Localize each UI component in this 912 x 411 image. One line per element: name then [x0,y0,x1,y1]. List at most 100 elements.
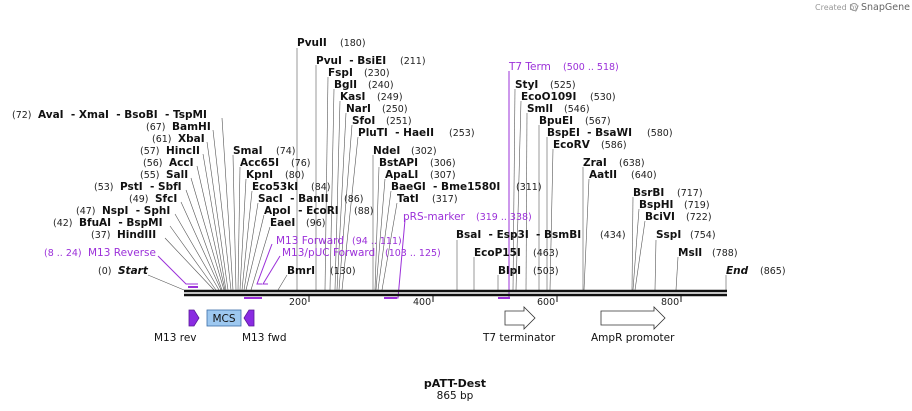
site-pos-bcivi: (722) [686,212,712,223]
features: (8 .. 24) M13 Reverse M13 Forward (94 ..… [44,61,619,259]
site-pos-bsrbi: (717) [677,188,703,199]
site-name-saci: SacI - BanII [258,193,328,205]
left-sites: (72) AvaI - XmaI - BsoBI - TspMI (67) Ba… [12,109,211,241]
site-name-bstapi: BstAPI [379,157,418,169]
start-label: Start [118,265,149,277]
site-pos-bsphi: (719) [684,200,710,211]
site-name-acc65i: Acc65I [240,157,279,169]
site-pos-apoi: (88) [354,206,374,217]
site-name-aatii: AatII [589,169,617,181]
site-name-styi: StyI [515,79,538,91]
site-name-hincii: HincII [166,145,200,157]
m13-fwd-label: M13 fwd [242,332,287,344]
feature-range-m13-puc-forward: (103 .. 125) [385,248,441,259]
site-name-bfuai: BfuAI - BspMI [79,217,163,229]
feature-range-m13-forward: (94 .. 111) [352,236,402,247]
site-name-kasi: KasI [340,91,365,103]
site-name-sfci: SfcI [155,193,177,205]
mcs-box [206,309,242,327]
site-pos-apali: (307) [430,170,456,181]
site-name-zrai: ZraI [583,157,607,169]
site-pos-eco53ki: (84) [311,182,331,193]
site-name-pvuii: PvuII [297,37,327,49]
site-pos-sfci: (49) [129,194,149,205]
tick-label-200: 200 [289,297,307,308]
site-name-hindiii: HindIII [117,229,156,241]
site-pos-ecop15i: (463) [533,248,559,259]
site-name-sspi: SspI [656,229,681,241]
site-pos-nari: (250) [382,104,408,115]
feature-name-m13-puc-forward: M13/pUC Forward [282,247,375,259]
t7-terminator-label: T7 terminator [482,332,556,344]
feature-name-m13-reverse: M13 Reverse [88,247,156,259]
site-pos-pvui: (211) [400,56,426,67]
tick-label-800: 800 [661,297,679,308]
site-pos-bmri: (130) [330,266,356,277]
site-name-blpi: BlpI [498,265,521,277]
site-name-avai: AvaI - XmaI - BsoBI - TspMI [38,109,207,121]
tick-label-400: 400 [413,297,431,308]
site-name-nari: NarI [346,103,371,115]
plasmid-name: pATT-Dest [424,377,486,390]
snapgene-logo-icon [850,3,858,11]
site-pos-hincii: (57) [140,146,160,157]
watermark-created-by: Created by [815,3,859,12]
site-pos-ecorv: (586) [601,140,627,151]
site-name-psti: PstI - SbfI [120,181,182,193]
site-pos-bpuei: (567) [585,116,611,127]
site-name-ndei: NdeI [373,145,400,157]
end-label: End [726,265,749,277]
site-pos-baegi: (311) [516,182,542,193]
site-name-ecop15i: EcoP15I [474,247,521,259]
site-name-pluti: PluTI - HaeII [358,127,434,139]
start-leader [147,274,185,291]
site-pos-msli: (788) [712,248,738,259]
site-name-sfoi: SfoI [352,115,375,127]
dna-backbone [184,289,727,297]
site-name-ecorv: EcoRV [553,139,591,151]
site-pos-fspi: (230) [364,68,390,79]
site-pos-eaei: (96) [306,218,326,229]
site-pos-saci: (86) [344,194,364,205]
tick-label-600: 600 [537,297,555,308]
site-pos-xbai: (61) [152,134,172,145]
site-pos-nspi: (47) [76,206,96,217]
site-pos-sali: (55) [140,170,160,181]
site-pos-bgli: (240) [368,80,394,91]
site-name-kpni: KpnI [246,169,273,181]
m13-rev-label: M13 rev [154,332,197,344]
site-name-bsai: BsaI - Esp3I - BsmBI [456,229,581,241]
m13-rev-arrow-icon [188,309,200,327]
site-pos-styi: (525) [550,80,576,91]
site-pos-bsai: (434) [600,230,626,241]
site-name-bsphi: BspHI [639,199,673,211]
feature-range-m13-reverse: (8 .. 24) [44,248,82,259]
site-pos-bspei: (580) [647,128,673,139]
site-name-nspi: NspI - SphI [102,205,170,217]
end-pos: (865) [760,266,786,277]
site-name-bcivi: BciVI [645,211,675,223]
site-name-fspi: FspI [328,67,353,79]
site-name-baegi: BaeGI - Bme1580I [391,181,500,193]
site-name-xbai: XbaI [178,133,205,145]
feature-range-t7-term: (500 .. 518) [563,62,619,73]
site-pos-bamhi: (67) [146,122,166,133]
site-pos-ndei: (302) [411,146,437,157]
site-name-smli: SmlI [527,103,553,115]
site-pos-smli: (546) [564,104,590,115]
site-name-bspei: BspEI - BsaWI [547,127,632,139]
t7-terminator-arrow-icon [504,306,536,330]
site-pos-zrai: (638) [619,158,645,169]
site-pos-pvuii: (180) [340,38,366,49]
feature-segments [188,286,510,299]
site-name-eco53ki: Eco53kI [252,181,298,193]
site-name-bgli: BglI [334,79,357,91]
m13-fwd-arrow-icon [243,309,255,327]
site-name-smai: SmaI [233,145,263,157]
site-pos-kasi: (249) [377,92,403,103]
site-name-msli: MslI [678,247,702,259]
feature-range-prs-marker: (319 .. 338) [476,212,532,223]
site-pos-tati: (317) [432,194,458,205]
feature-name-t7-term: T7 Term [508,61,551,73]
site-pos-aatii: (640) [631,170,657,181]
